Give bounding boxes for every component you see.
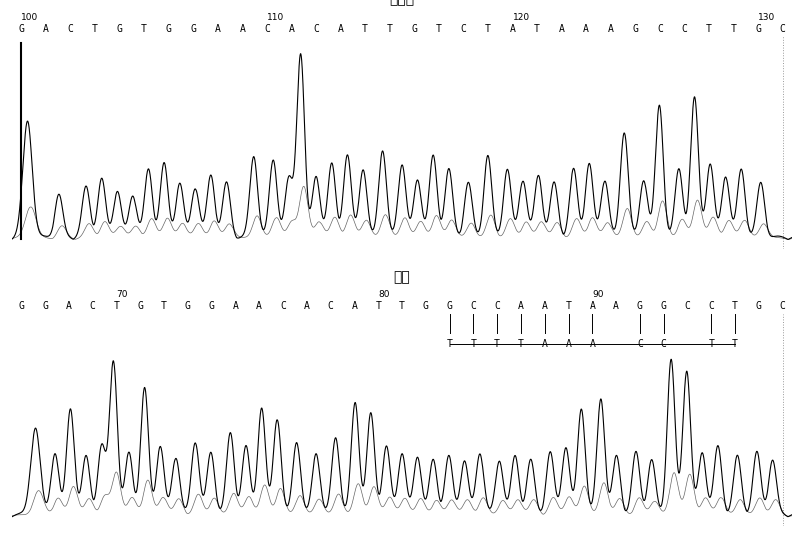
Text: T: T [518, 339, 524, 349]
Text: C: C [682, 24, 687, 34]
Text: G: G [18, 24, 24, 34]
Text: A: A [590, 301, 595, 311]
Text: A: A [542, 301, 548, 311]
Text: T: T [386, 24, 393, 34]
Text: C: C [470, 301, 476, 311]
Text: T: T [534, 24, 540, 34]
Text: G: G [166, 24, 172, 34]
Text: G: G [637, 301, 643, 311]
Text: 90: 90 [592, 290, 604, 298]
Text: T: T [399, 301, 405, 311]
Text: 120: 120 [513, 12, 530, 21]
Text: T: T [92, 24, 98, 34]
Text: C: C [264, 24, 270, 34]
Text: G: G [42, 301, 48, 311]
Text: A: A [66, 301, 72, 311]
Text: T: T [708, 339, 714, 349]
Text: A: A [566, 339, 571, 349]
Text: A: A [608, 24, 614, 34]
Text: G: G [423, 301, 429, 311]
Text: G: G [755, 24, 761, 34]
Text: C: C [313, 24, 319, 34]
Text: A: A [233, 301, 238, 311]
Text: 正常人: 正常人 [390, 0, 414, 7]
Text: T: T [362, 24, 368, 34]
Text: G: G [411, 24, 418, 34]
Text: G: G [185, 301, 191, 311]
Text: T: T [436, 24, 442, 34]
Text: A: A [510, 24, 515, 34]
Text: 80: 80 [378, 290, 390, 298]
Text: A: A [583, 24, 589, 34]
Text: T: T [485, 24, 491, 34]
Text: T: T [114, 301, 119, 311]
Text: A: A [542, 339, 548, 349]
Text: A: A [338, 24, 343, 34]
Text: C: C [661, 339, 666, 349]
Text: A: A [304, 301, 310, 311]
Text: A: A [256, 301, 262, 311]
Text: T: T [732, 301, 738, 311]
Text: C: C [780, 301, 786, 311]
Text: T: T [446, 339, 453, 349]
Text: T: T [161, 301, 167, 311]
Text: C: C [67, 24, 74, 34]
Text: C: C [461, 24, 466, 34]
Text: G: G [138, 301, 143, 311]
Text: C: C [780, 24, 786, 34]
Text: 130: 130 [758, 12, 775, 21]
Text: T: T [706, 24, 712, 34]
Text: A: A [518, 301, 524, 311]
Text: G: G [446, 301, 453, 311]
Text: G: G [209, 301, 214, 311]
Text: T: T [732, 339, 738, 349]
Text: 100: 100 [22, 12, 38, 21]
Text: T: T [375, 301, 381, 311]
Text: A: A [590, 339, 595, 349]
Text: T: T [470, 339, 476, 349]
Text: 70: 70 [117, 290, 128, 298]
Text: A: A [289, 24, 294, 34]
Text: G: G [18, 301, 24, 311]
Text: C: C [90, 301, 96, 311]
Text: G: G [661, 301, 666, 311]
Text: A: A [239, 24, 246, 34]
Text: G: G [632, 24, 638, 34]
Text: T: T [566, 301, 571, 311]
Text: C: C [328, 301, 334, 311]
Text: G: G [190, 24, 196, 34]
Text: A: A [613, 301, 619, 311]
Text: T: T [730, 24, 737, 34]
Text: C: C [708, 301, 714, 311]
Text: C: C [280, 301, 286, 311]
Text: G: G [756, 301, 762, 311]
Text: C: C [494, 301, 500, 311]
Text: 患者: 患者 [394, 270, 410, 284]
Text: T: T [494, 339, 500, 349]
Text: G: G [117, 24, 122, 34]
Text: 110: 110 [267, 12, 284, 21]
Text: C: C [657, 24, 662, 34]
Text: C: C [637, 339, 643, 349]
Text: A: A [351, 301, 358, 311]
Text: C: C [685, 301, 690, 311]
Text: T: T [142, 24, 147, 34]
Text: A: A [43, 24, 49, 34]
Text: A: A [215, 24, 221, 34]
Text: A: A [558, 24, 565, 34]
